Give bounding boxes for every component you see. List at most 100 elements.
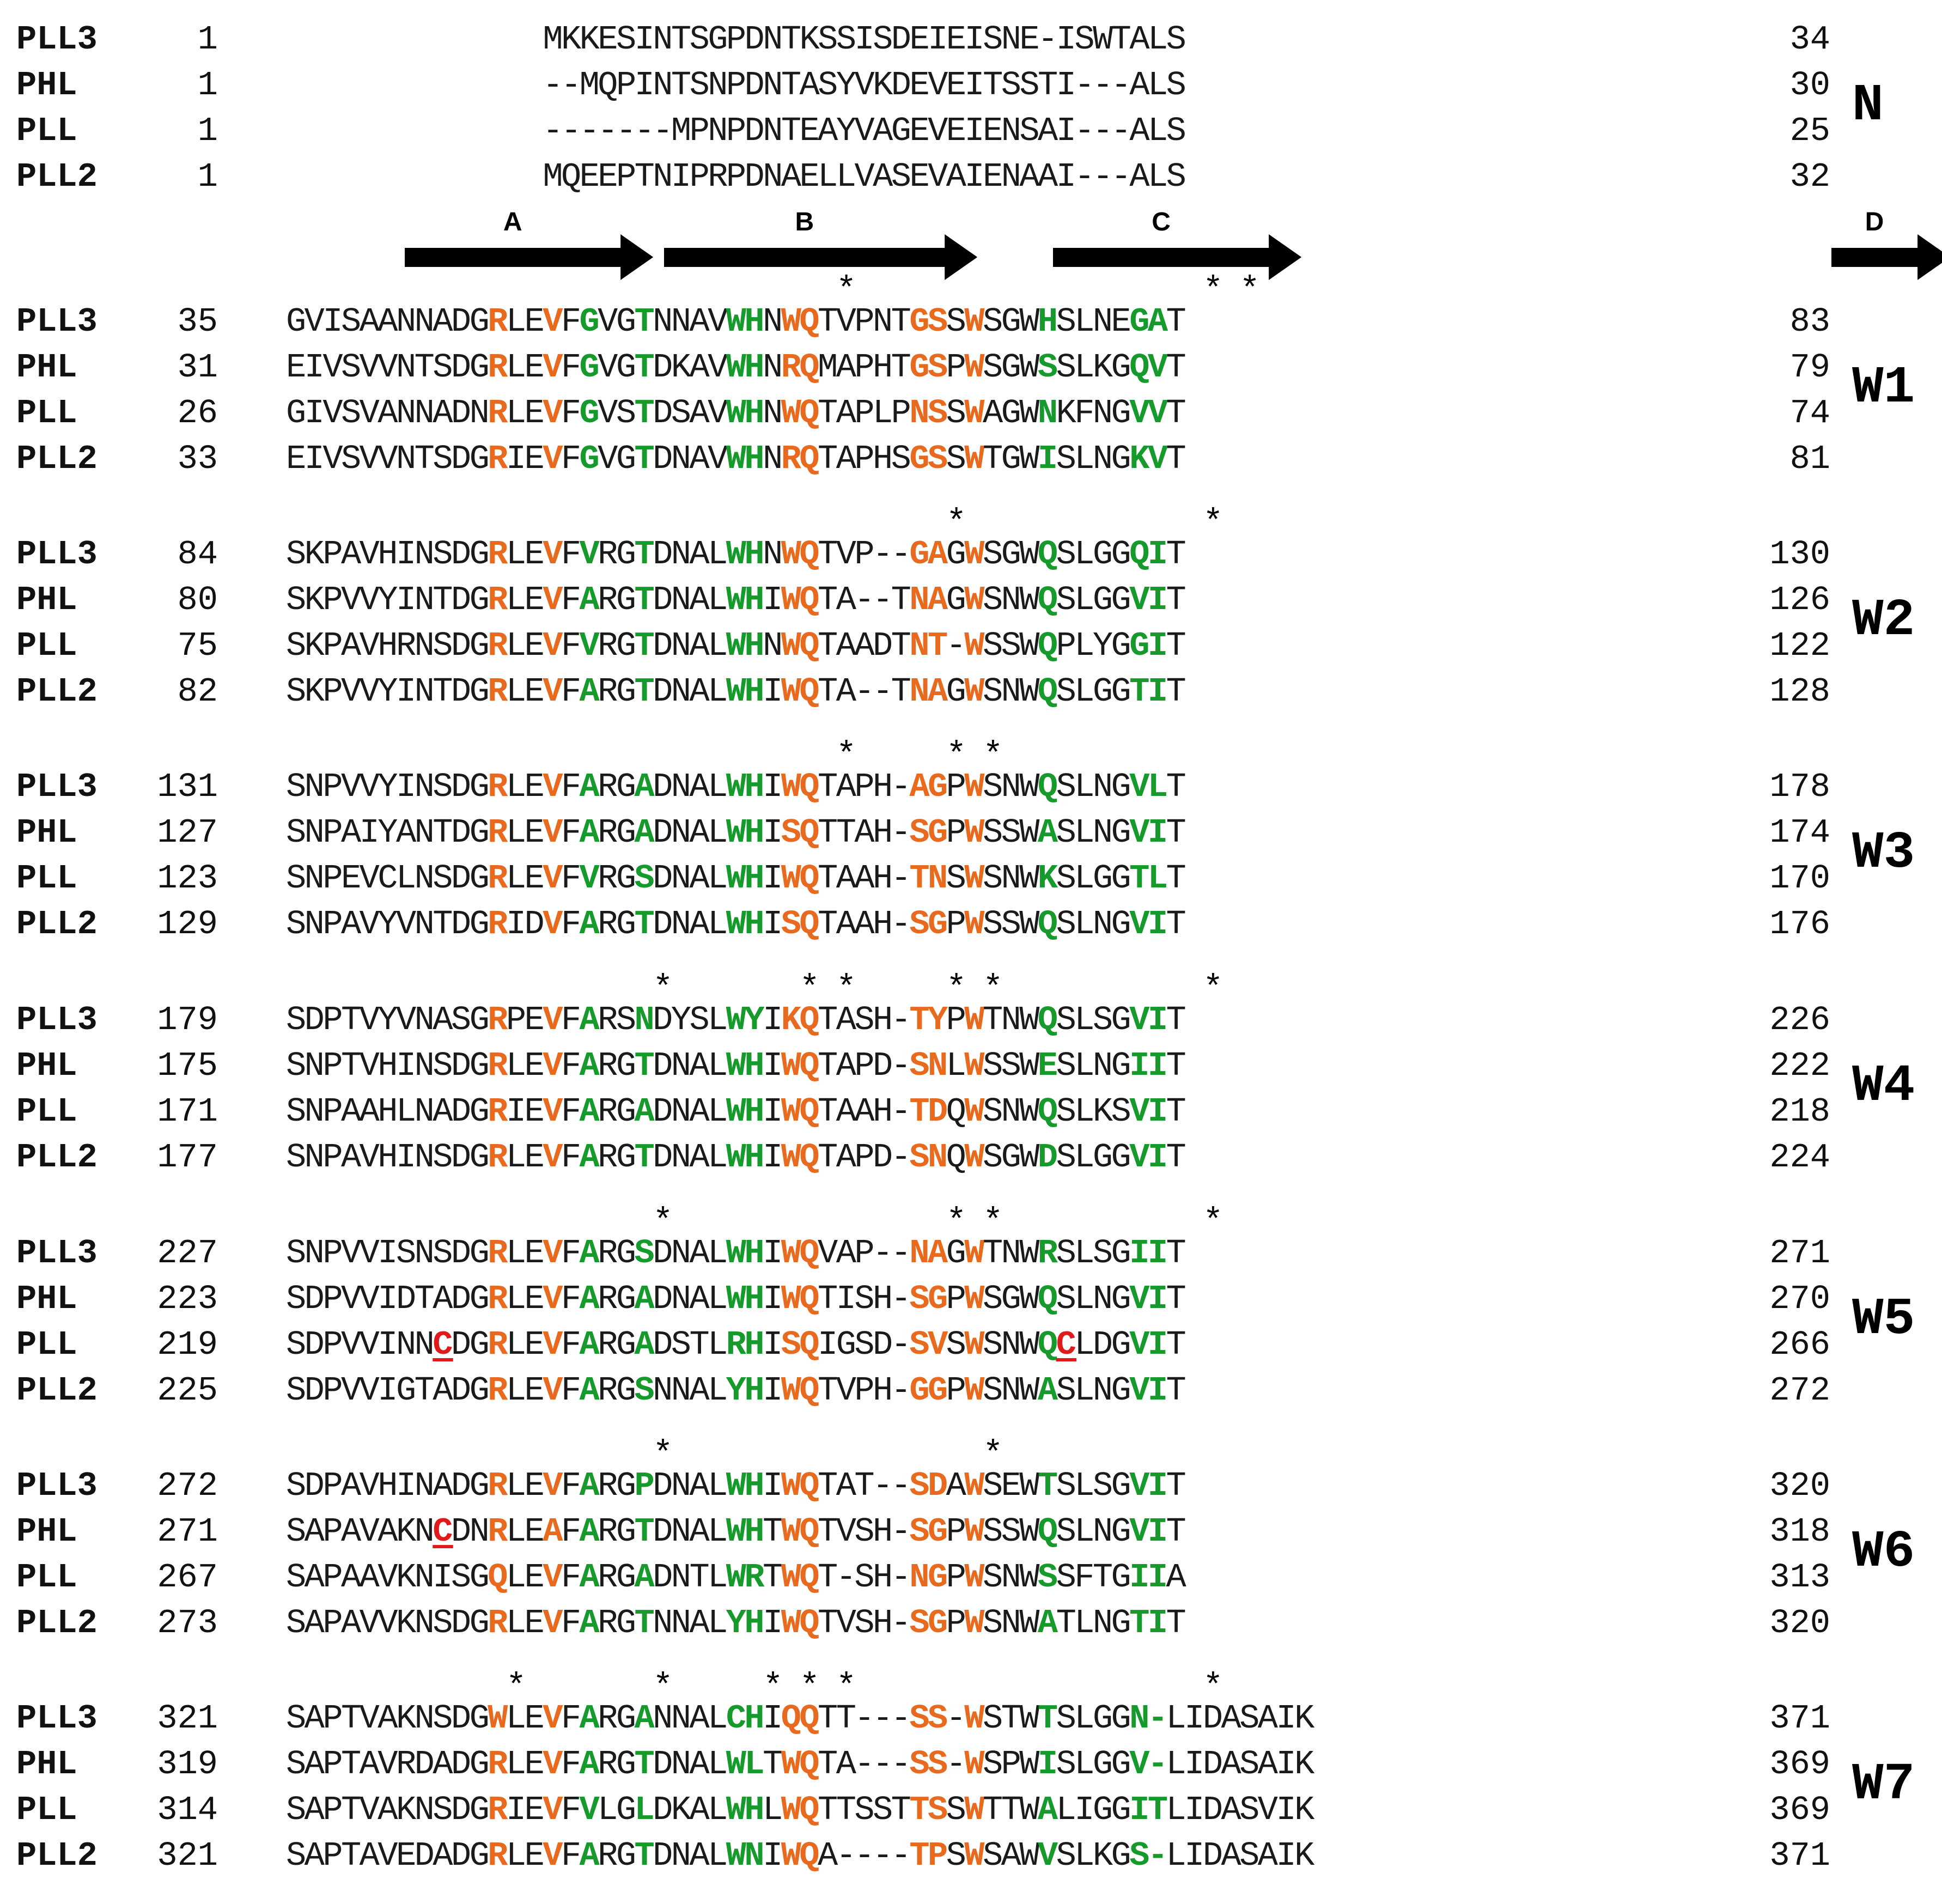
residue: H bbox=[744, 1467, 765, 1505]
residue: R bbox=[708, 157, 728, 196]
residue: A bbox=[836, 768, 857, 806]
residue: - bbox=[873, 1745, 893, 1784]
residue: V bbox=[836, 302, 857, 341]
residue: N bbox=[909, 626, 930, 665]
residue: G bbox=[616, 813, 637, 852]
residue: G bbox=[909, 348, 930, 387]
residue: A bbox=[836, 1092, 857, 1131]
residue: N bbox=[414, 626, 435, 665]
seq-row: PLL2 33 EIVSVVNTSDGRIEVFGVGTDNAVWHNRQTAPHS… bbox=[0, 436, 1942, 483]
residue: V bbox=[378, 348, 398, 387]
residue: W bbox=[781, 1512, 802, 1551]
residue: V bbox=[1257, 1791, 1279, 1829]
residue: Q bbox=[799, 859, 820, 898]
residue: A bbox=[579, 1234, 600, 1273]
residue: W bbox=[726, 813, 747, 852]
residue: N bbox=[1092, 440, 1113, 478]
residue: T bbox=[818, 905, 838, 944]
residue: Y bbox=[378, 768, 398, 806]
residue: A bbox=[579, 1745, 600, 1784]
residue: N bbox=[671, 302, 692, 341]
residue: I bbox=[763, 1325, 783, 1364]
residue: R bbox=[488, 1604, 508, 1643]
residue: P bbox=[322, 1138, 343, 1177]
residue: - bbox=[891, 859, 912, 898]
residue: R bbox=[488, 1512, 508, 1551]
residue: N bbox=[1092, 813, 1113, 852]
residue: S bbox=[1111, 1092, 1132, 1131]
residue: F bbox=[561, 1745, 582, 1784]
residue: W bbox=[1019, 768, 1040, 806]
residue: S bbox=[836, 20, 857, 59]
residue: W bbox=[726, 768, 747, 806]
residue: A bbox=[378, 394, 398, 433]
residue: A bbox=[689, 626, 710, 665]
seq-residues: --MQPINTSNPDNTASYVKDEVEITSSTI---ALS bbox=[543, 62, 1186, 109]
seq-end: 318 bbox=[1769, 1512, 1830, 1551]
residue: V bbox=[1147, 394, 1168, 433]
residue: D bbox=[653, 1512, 673, 1551]
residue: V bbox=[378, 1836, 398, 1875]
residue: I bbox=[1147, 1371, 1168, 1410]
residue: F bbox=[1074, 394, 1095, 433]
residue: V bbox=[543, 1047, 563, 1085]
residue: L bbox=[506, 1512, 527, 1551]
residue: I bbox=[1147, 1092, 1168, 1131]
residue: - bbox=[891, 1745, 912, 1784]
residue: A bbox=[433, 394, 453, 433]
residue: I bbox=[1184, 1699, 1205, 1738]
residue: D bbox=[653, 672, 673, 711]
residue: N bbox=[653, 302, 673, 341]
residue: I bbox=[395, 672, 417, 711]
residue: Y bbox=[378, 581, 398, 619]
seq-name: PLL2 bbox=[16, 1836, 98, 1875]
residue: G bbox=[1111, 905, 1132, 944]
residue: I bbox=[1037, 440, 1058, 478]
residue: T bbox=[634, 1138, 655, 1177]
residue: R bbox=[781, 440, 802, 478]
residue: V bbox=[359, 1512, 380, 1551]
residue: R bbox=[598, 581, 618, 619]
residue: W bbox=[964, 1047, 985, 1085]
residue: L bbox=[506, 581, 527, 619]
seq-end: 266 bbox=[1769, 1325, 1830, 1364]
residue: K bbox=[1294, 1791, 1315, 1829]
residue: A bbox=[304, 1558, 325, 1597]
residue: W bbox=[1093, 20, 1113, 59]
residue: N bbox=[414, 859, 435, 898]
residue: T bbox=[818, 1092, 838, 1131]
residue: R bbox=[781, 348, 802, 387]
residue: G bbox=[946, 672, 967, 711]
residue: S bbox=[1056, 1138, 1077, 1177]
residue: V bbox=[378, 1558, 398, 1597]
residue: T bbox=[818, 302, 838, 341]
residue: W bbox=[964, 1745, 985, 1784]
residue: E bbox=[524, 859, 545, 898]
residue: S bbox=[1056, 905, 1077, 944]
residue: T bbox=[818, 440, 838, 478]
residue: A bbox=[1129, 66, 1150, 105]
residue: T bbox=[1147, 1791, 1168, 1829]
residue: P bbox=[946, 1604, 967, 1643]
residue: S bbox=[1056, 1234, 1077, 1273]
residue: G bbox=[1001, 1280, 1022, 1318]
residue: T bbox=[433, 581, 453, 619]
residue: G bbox=[469, 1791, 490, 1829]
residue: D bbox=[927, 1467, 948, 1505]
seq-row: PLL3 272 SDPAVHINADGRLEVFARGPDNALWHIWQTAT-… bbox=[0, 1463, 1942, 1510]
residue: H bbox=[744, 302, 765, 341]
residue: G bbox=[1001, 302, 1022, 341]
residue: Q bbox=[799, 905, 820, 944]
residue: I bbox=[1147, 1558, 1168, 1597]
residue: S bbox=[1239, 1745, 1260, 1784]
residue: R bbox=[598, 1001, 618, 1039]
residue: S bbox=[982, 1092, 1003, 1131]
residue: D bbox=[451, 440, 472, 478]
residue: P bbox=[322, 1558, 343, 1597]
residue: V bbox=[340, 581, 362, 619]
residue: S bbox=[1001, 66, 1022, 105]
residue: I bbox=[1147, 1138, 1168, 1177]
residue: A bbox=[818, 1836, 838, 1875]
residue: G bbox=[1092, 535, 1113, 574]
seq-residues: SNPAVYVNTDGRIDVFARGTDNALWHISQTAAH-SGPWSS… bbox=[286, 901, 1186, 948]
